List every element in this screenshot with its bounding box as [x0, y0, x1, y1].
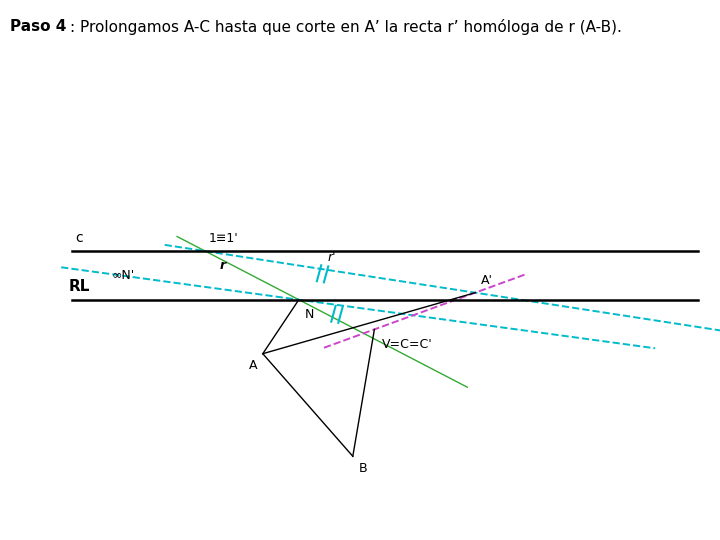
Text: c: c	[76, 231, 84, 245]
Text: N: N	[305, 308, 314, 321]
Text: RL: RL	[68, 279, 90, 294]
Text: r: r	[220, 259, 226, 272]
Text: 1≡1': 1≡1'	[209, 232, 238, 245]
Text: V=C=C': V=C=C'	[382, 338, 432, 350]
Text: A: A	[248, 359, 257, 372]
Text: B: B	[359, 462, 367, 475]
Text: r': r'	[328, 251, 336, 264]
Text: Paso 4: Paso 4	[10, 19, 66, 34]
Text: A': A'	[481, 274, 493, 287]
Text: : Prolongamos A-C hasta que corte en A’ la recta r’ homóloga de r (A-B).: : Prolongamos A-C hasta que corte en A’ …	[70, 19, 621, 35]
Text: ∞N': ∞N'	[112, 269, 135, 282]
